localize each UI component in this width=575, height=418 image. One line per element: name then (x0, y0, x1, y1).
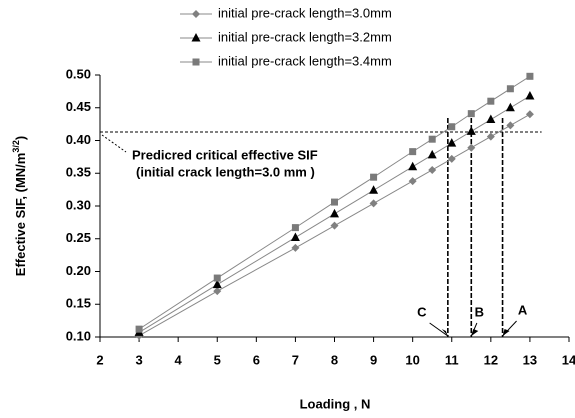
x-tick-label: 8 (331, 352, 338, 367)
marker-label: C (417, 304, 427, 319)
legend-label: initial pre-crack length=3.4mm (218, 53, 392, 68)
x-tick-label: 10 (405, 352, 419, 367)
x-tick-label: 6 (253, 352, 260, 367)
arrow (429, 322, 449, 337)
y-tick-label: 0.20 (66, 263, 91, 278)
y-tick-label: 0.50 (66, 66, 91, 81)
legend-marker (192, 10, 200, 18)
point (330, 208, 339, 218)
point (526, 72, 534, 80)
annotation: (initial crack length=3.0 mm ) (136, 164, 315, 179)
y-tick-label: 0.40 (66, 132, 91, 147)
x-axis-label: Loading , N (300, 396, 371, 411)
point (213, 287, 222, 296)
point (467, 143, 476, 152)
point (408, 177, 417, 186)
y-axis-label: Effective SIF, (MN/m3/2) (11, 136, 28, 276)
y-tick-label: 0.45 (66, 99, 91, 114)
point (467, 110, 475, 118)
marker-label: B (475, 304, 484, 319)
series-line (138, 113, 531, 337)
point (290, 232, 300, 241)
point (448, 123, 456, 131)
point (409, 148, 417, 156)
x-tick-label: 7 (292, 352, 299, 367)
legend-label: initial pre-crack length=3.0mm (218, 5, 392, 20)
y-tick-label: 0.30 (66, 197, 91, 212)
series-line (138, 95, 531, 333)
point (428, 135, 436, 143)
point (408, 161, 418, 171)
arrow-head (471, 329, 479, 336)
x-tick-label: 2 (96, 352, 103, 367)
point (506, 121, 515, 130)
legend-label: initial pre-crack length=3.2mm (218, 29, 392, 44)
point (369, 199, 378, 208)
point (506, 85, 514, 93)
point (525, 110, 534, 119)
x-tick-label: 4 (175, 352, 183, 367)
point (447, 154, 456, 163)
y-tick-label: 0.10 (66, 328, 91, 343)
point (291, 224, 299, 232)
x-tick-label: 13 (523, 352, 537, 367)
y-tick-label: 0.35 (66, 165, 91, 180)
point (331, 198, 338, 206)
y-axis-label-text: Effective SIF, (MN/m (13, 153, 28, 277)
x-tick-label: 9 (370, 352, 377, 367)
point (427, 149, 437, 159)
legend-marker (192, 58, 200, 66)
point (291, 243, 300, 252)
annotation: Predicred critical effective SIF (132, 147, 318, 162)
x-tick-label: 12 (484, 352, 498, 367)
point (428, 165, 437, 174)
point (525, 90, 535, 100)
arrow-head (441, 329, 448, 336)
point (212, 279, 222, 289)
point (369, 185, 379, 194)
y-axis-label-end: ) (13, 136, 28, 140)
x-tick-label: 5 (214, 352, 221, 367)
y-tick-label: 0.15 (66, 296, 91, 311)
x-tick-label: 3 (135, 352, 142, 367)
point (487, 97, 495, 105)
y-tick-label: 0.25 (66, 230, 91, 245)
point (466, 126, 476, 135)
point (486, 132, 495, 141)
point (135, 325, 143, 333)
x-tick-label: 11 (445, 352, 459, 367)
y-axis-label-sup: 3/2 (11, 140, 21, 153)
leader (101, 134, 127, 153)
point (505, 102, 515, 112)
point (447, 138, 457, 147)
arrow-head (502, 329, 510, 336)
x-tick-label: 14 (562, 352, 575, 367)
point (330, 221, 339, 230)
point (213, 274, 221, 282)
point (486, 114, 496, 124)
legend-marker (191, 33, 201, 42)
point (370, 173, 378, 181)
marker-label: A (518, 302, 528, 317)
